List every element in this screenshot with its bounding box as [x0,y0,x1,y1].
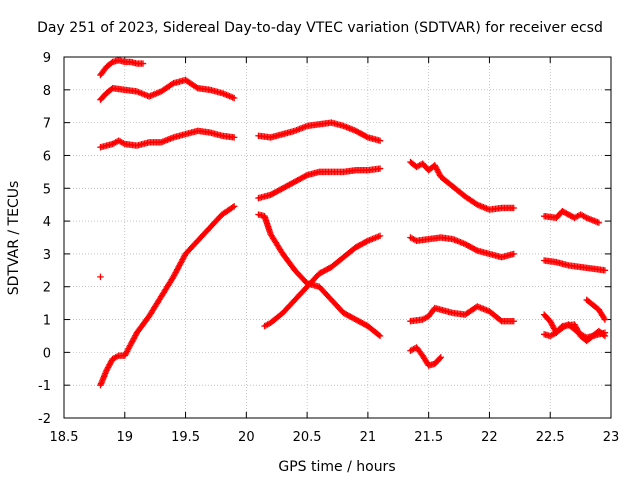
data-point [595,219,603,226]
series-17 [540,321,609,341]
x-tick-label: 22.5 [536,430,565,445]
y-tick-label: 5 [43,182,51,197]
data-point [97,273,104,281]
series-5 [97,203,238,389]
data-point [375,331,383,339]
series-7 [255,165,384,202]
data-point [230,134,238,141]
data-point [193,84,200,91]
data-point [510,317,517,325]
y-tick-label: -1 [38,379,51,394]
grid-lines [64,57,611,418]
series-4 [97,273,104,281]
x-axis-ticks: 18.5 19 19.5 20 20.5 21 21.5 22 22.5 23 [50,57,620,445]
data-point [601,267,609,274]
y-tick-label: 4 [43,215,51,230]
data-point [363,133,370,140]
data-point [376,165,384,172]
y-axis-ticks: -2 -1 0 1 2 3 4 5 6 7 8 9 [38,51,611,427]
series-9 [261,232,384,330]
x-tick-label: 21 [360,430,377,445]
series-15 [540,257,609,274]
data-point [230,94,238,102]
data-point [376,332,384,340]
series-12 [407,303,517,325]
x-tick-label: 21.5 [414,430,443,445]
data-point [302,172,309,180]
x-tick-label: 23 [603,430,620,445]
data-point [376,232,384,240]
series-10 [407,158,517,213]
y-tick-label: 8 [43,84,51,99]
y-tick-label: 6 [43,149,51,164]
series-14 [540,208,603,226]
data-points [97,57,609,389]
y-tick-label: 0 [43,346,51,361]
data-point [600,314,608,322]
data-point [229,204,237,211]
x-tick-label: 22 [481,430,498,445]
data-point [436,355,444,362]
data-point [376,137,384,144]
x-tick-label: 18.5 [50,430,79,445]
data-point [363,238,370,245]
plot-frame [63,56,612,419]
series-6 [255,119,384,144]
y-tick-label: -2 [38,412,51,427]
data-point [510,250,517,258]
x-axis-label: GPS time / hours [278,459,395,475]
y-tick-label: 9 [43,51,51,66]
data-point [510,204,517,212]
series-1 [97,57,147,79]
y-tick-label: 1 [43,314,51,329]
y-axis-label: SDTVAR / TECUs [6,181,22,296]
y-tick-label: 7 [43,117,51,132]
x-tick-label: 19.5 [171,430,200,445]
series-2 [97,76,238,103]
x-tick-label: 20 [238,430,255,445]
chart-title: Day 251 of 2023, Sidereal Day-to-day VTE… [37,20,603,36]
series-18 [583,296,609,323]
series-3 [97,127,238,151]
data-point [601,329,609,336]
x-tick-label: 19 [117,430,134,445]
data-point [139,60,147,67]
y-tick-label: 3 [43,248,51,263]
data-point [230,203,238,210]
series-13 [407,344,445,369]
data-point [601,316,609,323]
data-point [437,354,445,361]
y-tick-label: 2 [43,281,51,296]
data-point [168,80,176,88]
series-11 [407,234,517,261]
x-tick-label: 20.5 [293,430,322,445]
data-point [472,246,480,254]
